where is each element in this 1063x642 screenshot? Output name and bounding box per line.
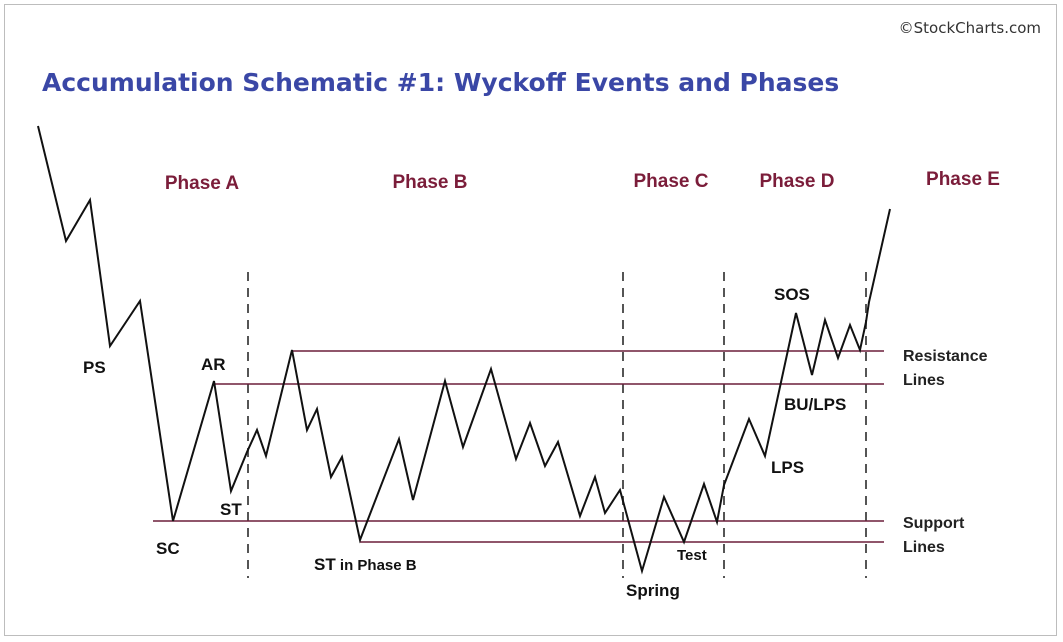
event-st-phase-b: ST in Phase B: [314, 555, 417, 574]
event-spring: Spring: [626, 581, 680, 600]
phase-e-label: Phase E: [926, 169, 1000, 190]
diagram-title: Accumulation Schematic #1: Wyckoff Event…: [42, 68, 839, 97]
event-lps: LPS: [771, 458, 804, 477]
event-test: Test: [677, 547, 707, 564]
copyright-text: ©StockCharts.com: [899, 19, 1041, 37]
level-lines: [153, 350, 884, 543]
event-st: ST: [220, 500, 242, 519]
phase-a-label: Phase A: [165, 173, 240, 194]
event-ar: AR: [201, 355, 226, 374]
support-label-line1: Support: [903, 515, 965, 532]
phase-c-label: Phase C: [634, 171, 709, 192]
resistance-label-line1: Resistance: [903, 348, 988, 365]
event-st-phase-b-suffix: in Phase B: [336, 557, 417, 574]
diagram-frame: [4, 4, 1057, 636]
event-sos: SOS: [774, 285, 810, 304]
phase-d-label: Phase D: [760, 171, 835, 192]
event-st-phase-b-main: ST: [314, 555, 336, 574]
event-ps: PS: [83, 358, 106, 377]
event-sc: SC: [156, 539, 180, 558]
event-bu-lps: BU/LPS: [784, 395, 846, 414]
phase-dividers: [247, 272, 867, 578]
phase-b-label: Phase B: [393, 172, 468, 193]
resistance-label-line2: Lines: [903, 372, 945, 389]
support-label-line2: Lines: [903, 539, 945, 556]
price-path: [37, 125, 891, 575]
